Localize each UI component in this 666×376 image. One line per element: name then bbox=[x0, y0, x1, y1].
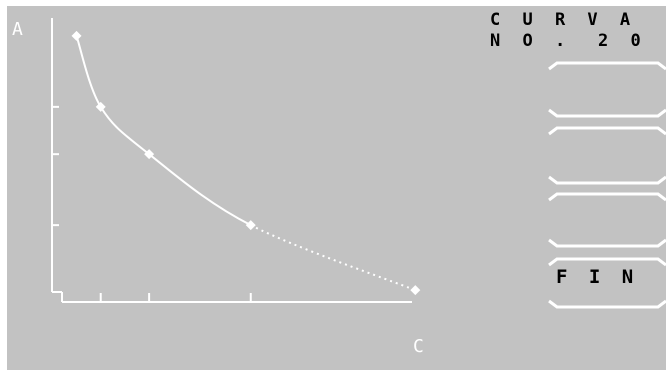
softkey-3-bottom bbox=[548, 238, 666, 248]
softkey-frames bbox=[548, 61, 666, 309]
curve-line bbox=[75, 35, 416, 292]
curve-segment bbox=[250, 224, 416, 292]
data-point bbox=[144, 149, 155, 160]
curve-number: N O . 2 0 bbox=[490, 31, 660, 53]
softkey-2-top bbox=[548, 126, 666, 136]
softkey-fin-label: F I N bbox=[556, 266, 639, 288]
y-axis-label: A bbox=[12, 19, 23, 40]
curve-title: C U R V A bbox=[490, 10, 637, 30]
curve-segment bbox=[75, 35, 102, 108]
x-axis-label: C bbox=[413, 336, 424, 357]
curve-segment bbox=[148, 153, 252, 227]
softkey-4-bottom bbox=[548, 299, 666, 309]
softkey-4-top bbox=[548, 257, 666, 267]
axes bbox=[51, 18, 412, 303]
data-markers bbox=[71, 30, 421, 296]
softkey-1-top bbox=[548, 61, 666, 71]
curve-number-value: 2 0 bbox=[598, 31, 647, 51]
display-screen: A C C U R V A N O . 2 0 F I N bbox=[7, 6, 666, 370]
curve-plot: A C bbox=[12, 18, 424, 357]
softkey-3-top bbox=[548, 192, 666, 202]
data-point bbox=[245, 220, 256, 231]
data-point bbox=[410, 285, 421, 296]
data-point bbox=[71, 30, 82, 41]
data-point bbox=[95, 101, 106, 112]
curve-segment bbox=[99, 106, 150, 155]
softkey-1-bottom bbox=[548, 108, 666, 118]
curve-number-label: N O . bbox=[490, 31, 572, 51]
softkey-2-bottom bbox=[548, 175, 666, 185]
